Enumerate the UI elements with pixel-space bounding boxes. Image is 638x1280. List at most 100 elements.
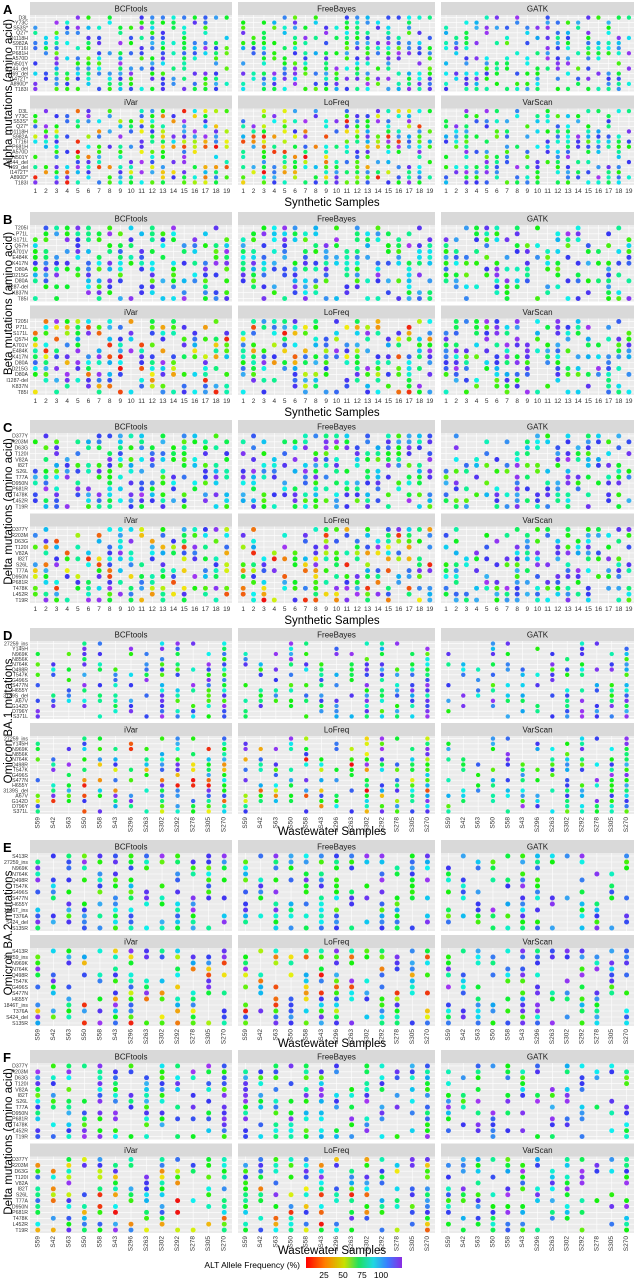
data-point: [406, 556, 412, 562]
data-point: [86, 71, 91, 76]
mutation-label: I1472T*: [10, 170, 28, 176]
data-point: [474, 20, 479, 25]
data-point: [213, 175, 219, 180]
data-point: [365, 544, 371, 550]
data-point: [113, 788, 118, 793]
data-point: [545, 266, 551, 272]
data-point: [117, 591, 123, 597]
data-point: [261, 568, 267, 574]
data-point: [128, 25, 134, 30]
data-point: [427, 81, 432, 86]
x-tick-label: 19: [426, 606, 434, 613]
data-point: [545, 439, 551, 445]
data-point: [66, 798, 72, 804]
data-point: [54, 597, 60, 603]
data-point: [565, 544, 571, 550]
data-point: [128, 698, 134, 703]
data-point: [446, 709, 451, 714]
data-point: [96, 278, 102, 284]
data-point: [606, 76, 611, 81]
data-point: [313, 585, 319, 591]
data-point: [271, 342, 277, 348]
data-point: [96, 260, 102, 266]
data-point: [545, 532, 551, 538]
data-point: [251, 550, 257, 556]
data-point: [54, 129, 59, 134]
data-point: [118, 71, 123, 76]
data-point: [64, 468, 70, 474]
x-tick-label: 4: [65, 398, 69, 405]
data-point: [365, 366, 371, 371]
data-point: [43, 284, 49, 290]
data-point: [213, 254, 219, 260]
data-point: [334, 165, 339, 170]
data-point: [213, 462, 219, 468]
data-point: [474, 462, 480, 468]
data-point: [292, 492, 298, 498]
data-point: [484, 225, 490, 231]
data-point: [64, 568, 70, 574]
data-point: [128, 853, 134, 859]
data-point: [406, 260, 412, 266]
data-point: [535, 538, 540, 544]
data-point: [595, 433, 601, 439]
data-point: [505, 683, 510, 688]
data-point: [484, 579, 490, 585]
data-point: [96, 134, 102, 139]
data-point: [364, 752, 369, 757]
data-point: [107, 377, 113, 383]
data-point: [224, 175, 229, 180]
data-point: [251, 354, 257, 360]
data-point: [575, 330, 581, 336]
data-point: [606, 243, 612, 249]
data-point: [535, 767, 540, 772]
data-point: [128, 672, 134, 677]
data-point: [97, 714, 103, 719]
data-point: [160, 71, 166, 76]
data-point: [490, 672, 496, 677]
data-point: [446, 741, 451, 746]
data-point: [545, 579, 551, 585]
data-point: [349, 889, 355, 895]
data-point: [190, 667, 196, 672]
data-point: [606, 492, 612, 498]
data-point: [453, 526, 459, 532]
data-point: [243, 741, 248, 746]
data-point: [375, 76, 381, 81]
data-point: [550, 762, 555, 767]
x-tick-label: 14: [374, 398, 382, 405]
data-point: [251, 544, 257, 550]
data-point: [609, 809, 614, 814]
data-point: [504, 377, 510, 383]
data-point: [54, 366, 60, 371]
data-point: [160, 149, 166, 154]
data-point: [594, 778, 600, 783]
mutation-label: N764K: [12, 872, 28, 878]
data-point: [396, 249, 402, 254]
mutation-label: S171L: [13, 238, 28, 244]
x-tick-label: 14: [170, 398, 178, 405]
data-point: [354, 579, 360, 585]
data-point: [251, 129, 256, 134]
data-point: [32, 371, 38, 377]
data-point: [364, 809, 369, 814]
data-point: [514, 451, 520, 457]
data-point: [304, 693, 309, 698]
data-point: [313, 318, 319, 324]
data-point: [96, 324, 102, 330]
data-point: [417, 46, 422, 51]
data-point: [273, 651, 279, 657]
data-point: [144, 762, 149, 767]
data-point: [379, 714, 385, 719]
data-point: [344, 550, 350, 556]
x-tick-label: S305: [409, 817, 416, 833]
data-point: [545, 114, 550, 119]
data-point: [394, 788, 400, 793]
data-point: [96, 66, 102, 71]
data-point: [192, 330, 198, 336]
data-point: [579, 757, 585, 762]
data-point: [565, 798, 570, 804]
data-point: [545, 433, 551, 439]
facet-d-freebayes: FreeBayes: [238, 628, 435, 719]
data-point: [323, 40, 329, 46]
